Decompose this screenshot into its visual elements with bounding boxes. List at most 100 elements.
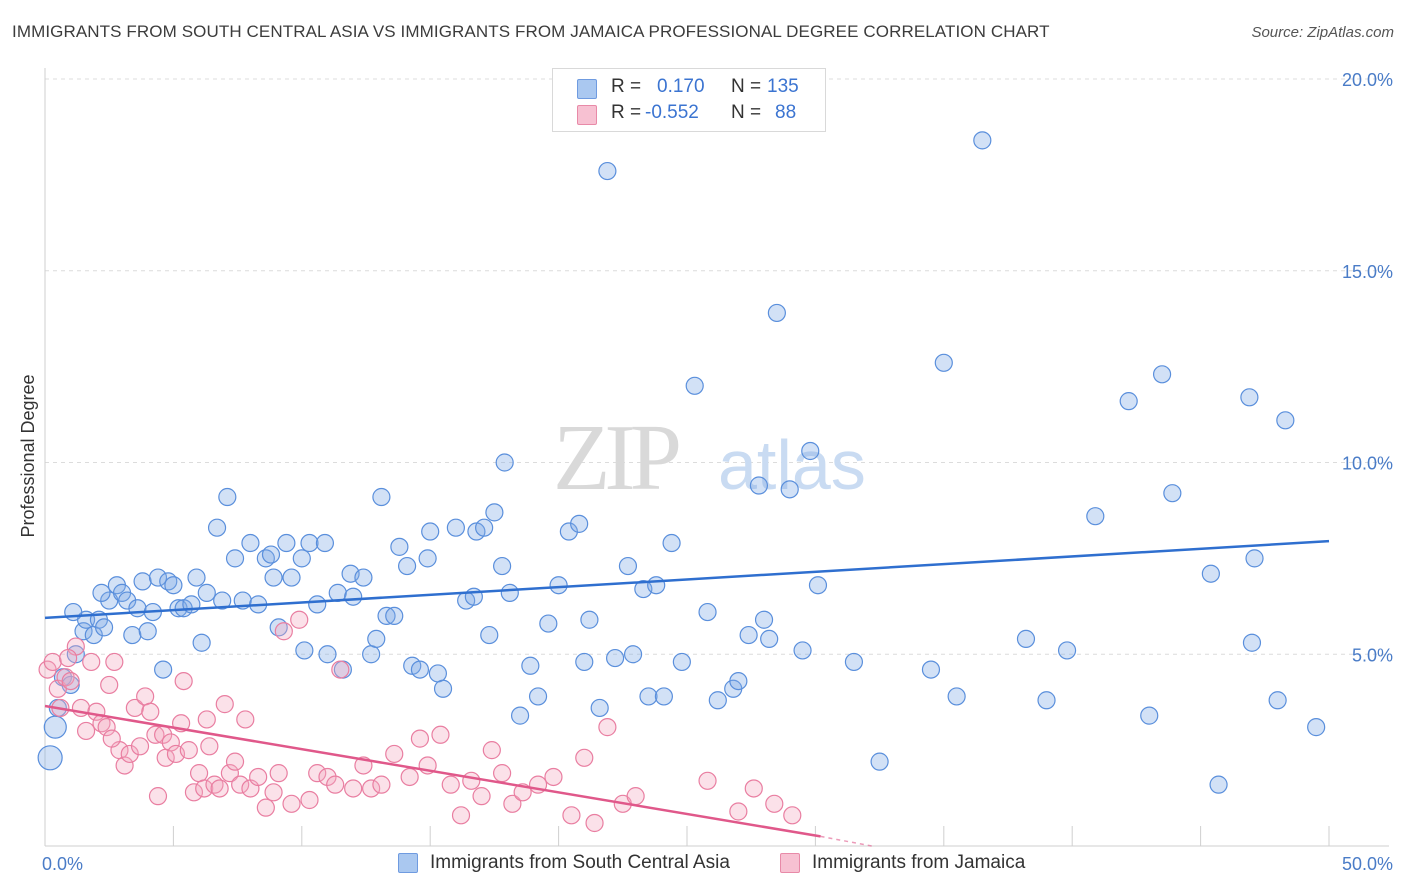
data-point xyxy=(539,614,558,633)
data-point xyxy=(192,633,211,652)
data-point xyxy=(783,806,802,825)
data-point xyxy=(326,775,345,794)
x-tick-label: 0.0% xyxy=(42,854,83,874)
data-point xyxy=(1163,484,1182,503)
data-point xyxy=(1016,629,1036,649)
data-point xyxy=(623,645,643,664)
data-point xyxy=(218,487,237,507)
legend-r-value: -0.552 xyxy=(645,102,699,123)
data-point xyxy=(585,813,604,833)
data-point xyxy=(1152,365,1172,384)
data-point xyxy=(74,622,93,641)
data-point xyxy=(1119,392,1138,411)
data-point xyxy=(1037,691,1056,710)
legend-label: Immigrants from South Central Asia xyxy=(430,852,730,873)
data-point xyxy=(136,687,155,706)
data-point xyxy=(128,599,147,618)
data-point xyxy=(189,764,209,783)
data-point xyxy=(82,652,101,672)
data-point xyxy=(197,710,216,729)
data-point xyxy=(544,767,563,787)
data-point xyxy=(282,794,301,813)
data-point xyxy=(451,806,471,825)
data-point xyxy=(120,744,139,764)
data-point xyxy=(220,764,239,783)
data-point xyxy=(472,787,491,806)
data-point xyxy=(118,591,137,610)
data-point xyxy=(410,660,430,679)
data-point xyxy=(1240,388,1259,407)
data-point xyxy=(559,522,578,541)
data-point xyxy=(372,775,391,794)
data-point xyxy=(148,568,168,587)
data-point xyxy=(331,660,350,679)
y-tick-label: 5.0% xyxy=(1352,645,1393,665)
data-point xyxy=(102,729,121,748)
data-point xyxy=(344,779,363,798)
data-point xyxy=(708,691,727,710)
data-point xyxy=(598,161,617,181)
data-point xyxy=(1209,775,1228,794)
series-legend: Immigrants from South Central Asia Immig… xyxy=(0,851,1406,877)
x-tick-label: 50.0% xyxy=(1342,854,1393,874)
y-axis-label: Professional Degree xyxy=(18,374,38,537)
data-point xyxy=(274,622,293,641)
data-point xyxy=(485,503,504,522)
legend-n-label: N = xyxy=(731,102,762,123)
data-point xyxy=(754,610,774,629)
data-point xyxy=(282,568,301,587)
data-point xyxy=(146,725,165,744)
data-point xyxy=(462,771,481,790)
data-point xyxy=(575,652,594,672)
data-point xyxy=(562,806,581,825)
data-point xyxy=(256,798,275,817)
legend-r-value: 0.170 xyxy=(657,76,705,97)
data-point xyxy=(749,476,769,495)
data-point xyxy=(390,537,409,556)
data-point xyxy=(174,671,193,691)
data-point xyxy=(164,576,183,595)
data-point xyxy=(269,764,288,783)
data-point xyxy=(133,572,152,591)
data-point xyxy=(295,641,314,660)
data-point xyxy=(605,648,625,668)
data-point xyxy=(480,625,499,645)
data-point xyxy=(300,790,319,810)
legend-r-label: R = xyxy=(611,102,642,123)
data-point xyxy=(647,576,666,595)
data-point xyxy=(510,706,530,725)
data-point xyxy=(318,645,337,664)
data-point xyxy=(598,718,617,737)
data-point xyxy=(1086,507,1105,526)
legend-swatch-blue xyxy=(577,79,597,99)
data-point xyxy=(685,376,704,395)
y-tick-label: 20.0% xyxy=(1342,70,1393,90)
data-point xyxy=(870,752,889,771)
watermark-zip: ZIP xyxy=(553,406,679,510)
data-point xyxy=(37,745,63,771)
data-point xyxy=(521,656,540,675)
data-point xyxy=(433,679,453,698)
data-point xyxy=(549,576,568,595)
data-point xyxy=(161,733,180,752)
data-point xyxy=(187,568,206,587)
data-point xyxy=(1201,564,1220,583)
data-point xyxy=(760,629,779,649)
legend-n-value: 88 xyxy=(775,102,797,123)
data-point xyxy=(441,775,460,794)
data-point xyxy=(231,775,250,794)
trend-lines xyxy=(44,539,1330,847)
data-point xyxy=(780,480,799,499)
data-point xyxy=(654,687,673,706)
data-point xyxy=(410,729,430,748)
data-point xyxy=(215,695,234,714)
data-point xyxy=(123,625,142,645)
data-point xyxy=(241,533,260,553)
tick-labels: 5.0% 10.0% 15.0% 20.0% 0.0% 50.0% xyxy=(42,70,1393,874)
series-jamaica xyxy=(38,610,802,833)
data-point xyxy=(493,764,512,783)
data-point xyxy=(934,353,953,372)
data-point xyxy=(125,698,144,718)
trend-line xyxy=(44,539,1330,620)
data-point xyxy=(921,660,941,679)
